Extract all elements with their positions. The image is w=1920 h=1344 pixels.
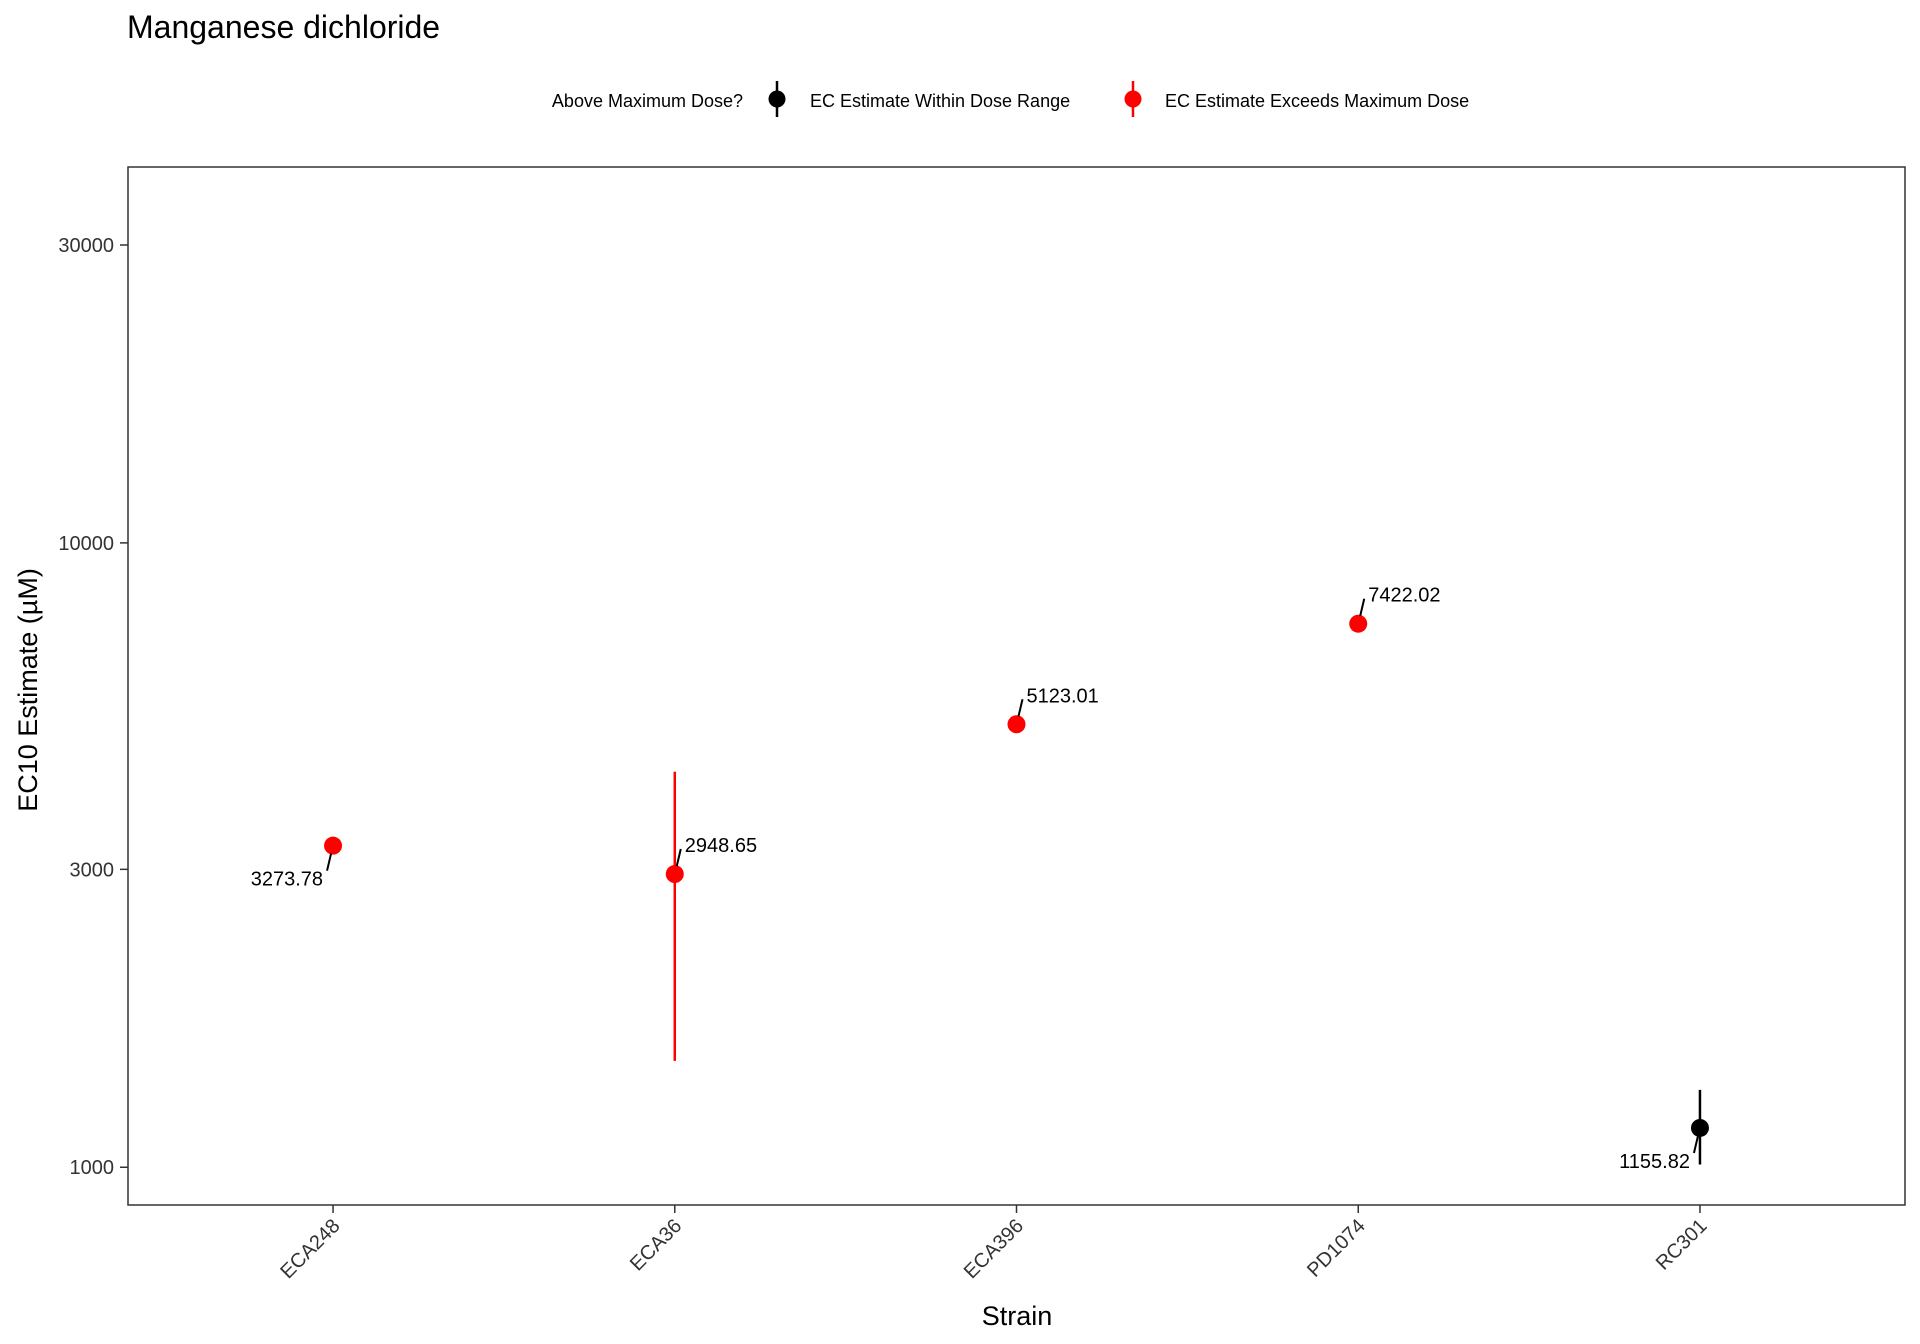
- point-label: 3273.78: [251, 869, 323, 891]
- data-point: [665, 865, 684, 884]
- y-tick-label: 30000: [58, 235, 114, 257]
- x-tick-label: ECA36: [626, 1215, 686, 1275]
- y-tick-label: 10000: [58, 533, 114, 555]
- label-leader: [1359, 598, 1366, 616]
- legend-entry-exceeds: EC Estimate Exceeds Maximum Dose: [1124, 81, 1469, 117]
- x-tick-label: PD1074: [1303, 1215, 1370, 1282]
- y-axis-title: EC10 Estimate (µM): [13, 568, 43, 812]
- legend-title: Above Maximum Dose?: [552, 91, 743, 111]
- label-leader: [1017, 699, 1024, 717]
- legend-label-within: EC Estimate Within Dose Range: [810, 91, 1070, 111]
- point-PD1074: 7422.02: [1349, 585, 1441, 633]
- x-axis-title: Strain: [982, 1301, 1053, 1331]
- x-axis: ECA248 ECA36 ECA396 PD1074 RC301: [276, 1205, 1711, 1283]
- point-label: 5123.01: [1027, 685, 1099, 707]
- point-label: 2948.65: [685, 835, 757, 857]
- legend-entry-within: EC Estimate Within Dose Range: [768, 81, 1070, 117]
- point-ECA396: 5123.01: [1007, 685, 1099, 734]
- x-tick-label: ECA248: [276, 1215, 344, 1283]
- label-leader: [675, 848, 682, 867]
- legend-key-point-within: [768, 90, 786, 108]
- legend-key-point-exceeds: [1124, 90, 1142, 108]
- y-tick-label: 1000: [70, 1157, 115, 1179]
- y-tick-label: 3000: [70, 859, 115, 881]
- data-marks: 3273.78 2948.65 5123.01 7422.02 1155.82: [251, 585, 1709, 1173]
- legend: Above Maximum Dose? EC Estimate Within D…: [552, 81, 1469, 117]
- point-ECA248: 3273.78: [251, 836, 343, 891]
- point-ECA36: 2948.65: [665, 771, 757, 1061]
- point-label: 1155.82: [1619, 1151, 1690, 1173]
- data-point: [1007, 715, 1026, 734]
- label-leader: [1692, 1135, 1699, 1154]
- point-label: 7422.02: [1368, 585, 1440, 607]
- chart-title: Manganese dichloride: [127, 9, 440, 45]
- y-axis: 1000 3000 10000 30000: [58, 235, 128, 1179]
- legend-label-exceeds: EC Estimate Exceeds Maximum Dose: [1165, 91, 1469, 111]
- plot-panel: [127, 166, 1906, 1206]
- x-tick-label: ECA396: [960, 1215, 1028, 1283]
- label-leader: [326, 853, 333, 871]
- data-point: [324, 836, 343, 855]
- data-point: [1349, 614, 1368, 633]
- x-tick-label: RC301: [1652, 1215, 1712, 1275]
- point-RC301: 1155.82: [1619, 1089, 1709, 1173]
- data-point: [1690, 1118, 1709, 1137]
